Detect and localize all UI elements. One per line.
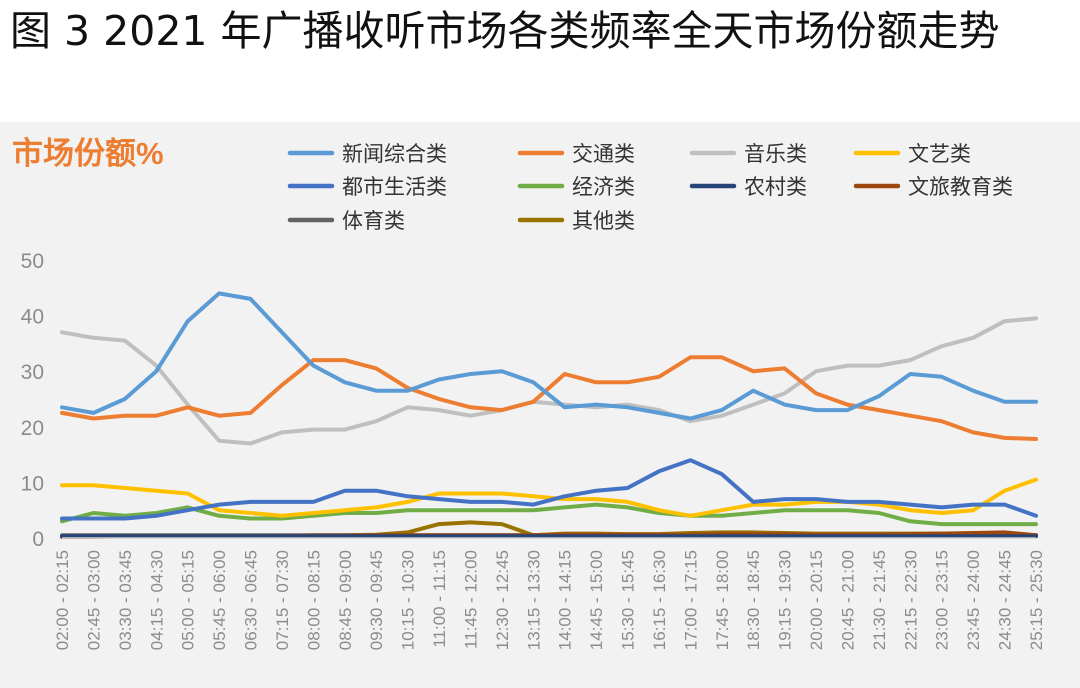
y-axis-label: 市场份额% <box>12 136 164 171</box>
x-tick-label: 21:30 - 21:45 <box>870 550 889 650</box>
series-line <box>60 291 1038 421</box>
series-line <box>60 458 1038 521</box>
chart-panel: 市场份额% 新闻综合类 交通类 音乐类 文艺类都市生活类 经济类 农村类 文旅教育类体育类 其… <box>0 122 1080 688</box>
x-tick-label: 18:30 - 18:45 <box>744 550 763 650</box>
legend-item: 农村类 <box>689 176 807 199</box>
x-tick-label: 09:30 - 09:45 <box>367 550 386 650</box>
legend-label: 体育类 <box>342 210 405 233</box>
x-tick-label: 05:00 - 05:15 <box>179 550 198 650</box>
x-tick-label: 02:00 - 02:15 <box>53 550 72 650</box>
legend-label: 新闻综合类 <box>342 143 447 166</box>
legend-item: 文旅教育类 <box>853 176 1013 199</box>
x-tick-label: 14:00 - 14:15 <box>556 550 575 650</box>
legend-label: 其他类 <box>572 210 635 233</box>
legend-label: 交通类 <box>572 143 635 166</box>
legend-label: 音乐类 <box>744 143 807 166</box>
x-tick-label: 24:30 - 24:45 <box>996 550 1015 650</box>
series-line <box>60 477 1038 518</box>
x-tick-label: 25:15 - 25:30 <box>1027 550 1046 650</box>
legend-label: 文艺类 <box>908 143 971 166</box>
x-tick-label: 17:45 - 18:00 <box>713 550 732 650</box>
y-tick-label: 10 <box>21 472 44 495</box>
x-axis: 02:00 - 02:15 02:45 - 03:00 03:30 - 03:45 0… <box>53 537 1046 650</box>
x-tick-label: 12:30 - 12:45 <box>493 550 512 650</box>
x-tick-label: 23:00 - 23:15 <box>933 550 952 650</box>
x-tick-label: 11:00 - 11:15 <box>430 550 449 648</box>
x-tick-label: 07:15 - 07:30 <box>273 550 292 650</box>
series-line <box>60 502 1038 527</box>
legend-item: 文艺类 <box>853 143 971 166</box>
x-tick-label: 10:15 - 10:30 <box>399 550 418 650</box>
legend-item: 新闻综合类 <box>287 143 447 166</box>
y-tick-label: 40 <box>21 306 44 329</box>
x-tick-label: 15:30 - 15:45 <box>619 550 638 650</box>
x-tick-label: 19:15 - 19:30 <box>776 550 795 650</box>
figure-title: 图 3 2021 年广播收听市场各类频率全天市场份额走势 <box>10 7 1000 55</box>
legend-label: 农村类 <box>744 176 807 199</box>
plot-area <box>60 291 1038 539</box>
x-tick-label: 13:15 - 13:30 <box>524 550 543 650</box>
legend-label: 都市生活类 <box>342 176 447 199</box>
x-tick-label: 11:45 - 12:00 <box>461 550 480 649</box>
x-tick-label: 05:45 - 06:00 <box>210 550 229 650</box>
x-tick-label: 02:45 - 03:00 <box>84 550 103 650</box>
legend-item: 其他类 <box>517 210 635 233</box>
x-tick-label: 16:15 - 16:30 <box>650 550 669 650</box>
x-tick-label: 06:30 - 06:45 <box>242 550 261 650</box>
x-tick-label: 08:00 - 08:15 <box>304 550 323 650</box>
y-tick-label: 0 <box>32 528 44 551</box>
series-line <box>60 316 1038 446</box>
x-tick-label: 08:45 - 09:00 <box>336 550 355 650</box>
x-tick-label: 20:00 - 20:15 <box>807 550 826 650</box>
x-tick-label: 17:00 - 17:15 <box>681 550 700 650</box>
y-tick-label: 50 <box>21 250 44 273</box>
x-tick-label: 14:45 - 15:00 <box>587 550 606 650</box>
x-tick-label: 23:45 - 24:00 <box>964 550 983 650</box>
y-tick-label: 20 <box>21 417 44 440</box>
legend-item: 音乐类 <box>689 143 807 166</box>
x-tick-label: 22:15 - 22:30 <box>901 550 920 650</box>
legend-item: 经济类 <box>517 176 635 199</box>
legend-item: 交通类 <box>517 143 635 166</box>
series-line <box>60 355 1038 441</box>
x-tick-label: 20:45 - 21:00 <box>838 550 857 650</box>
x-tick-label: 04:15 - 04:30 <box>147 550 166 650</box>
y-tick-label: 30 <box>21 361 44 384</box>
legend-item: 都市生活类 <box>287 176 447 199</box>
x-tick-label: 03:30 - 03:45 <box>116 550 135 650</box>
legend-label: 经济类 <box>572 176 635 199</box>
legend-label: 文旅教育类 <box>908 176 1013 199</box>
y-axis: 0 10 20 30 40 50 <box>21 250 44 551</box>
legend-item: 体育类 <box>287 210 405 233</box>
